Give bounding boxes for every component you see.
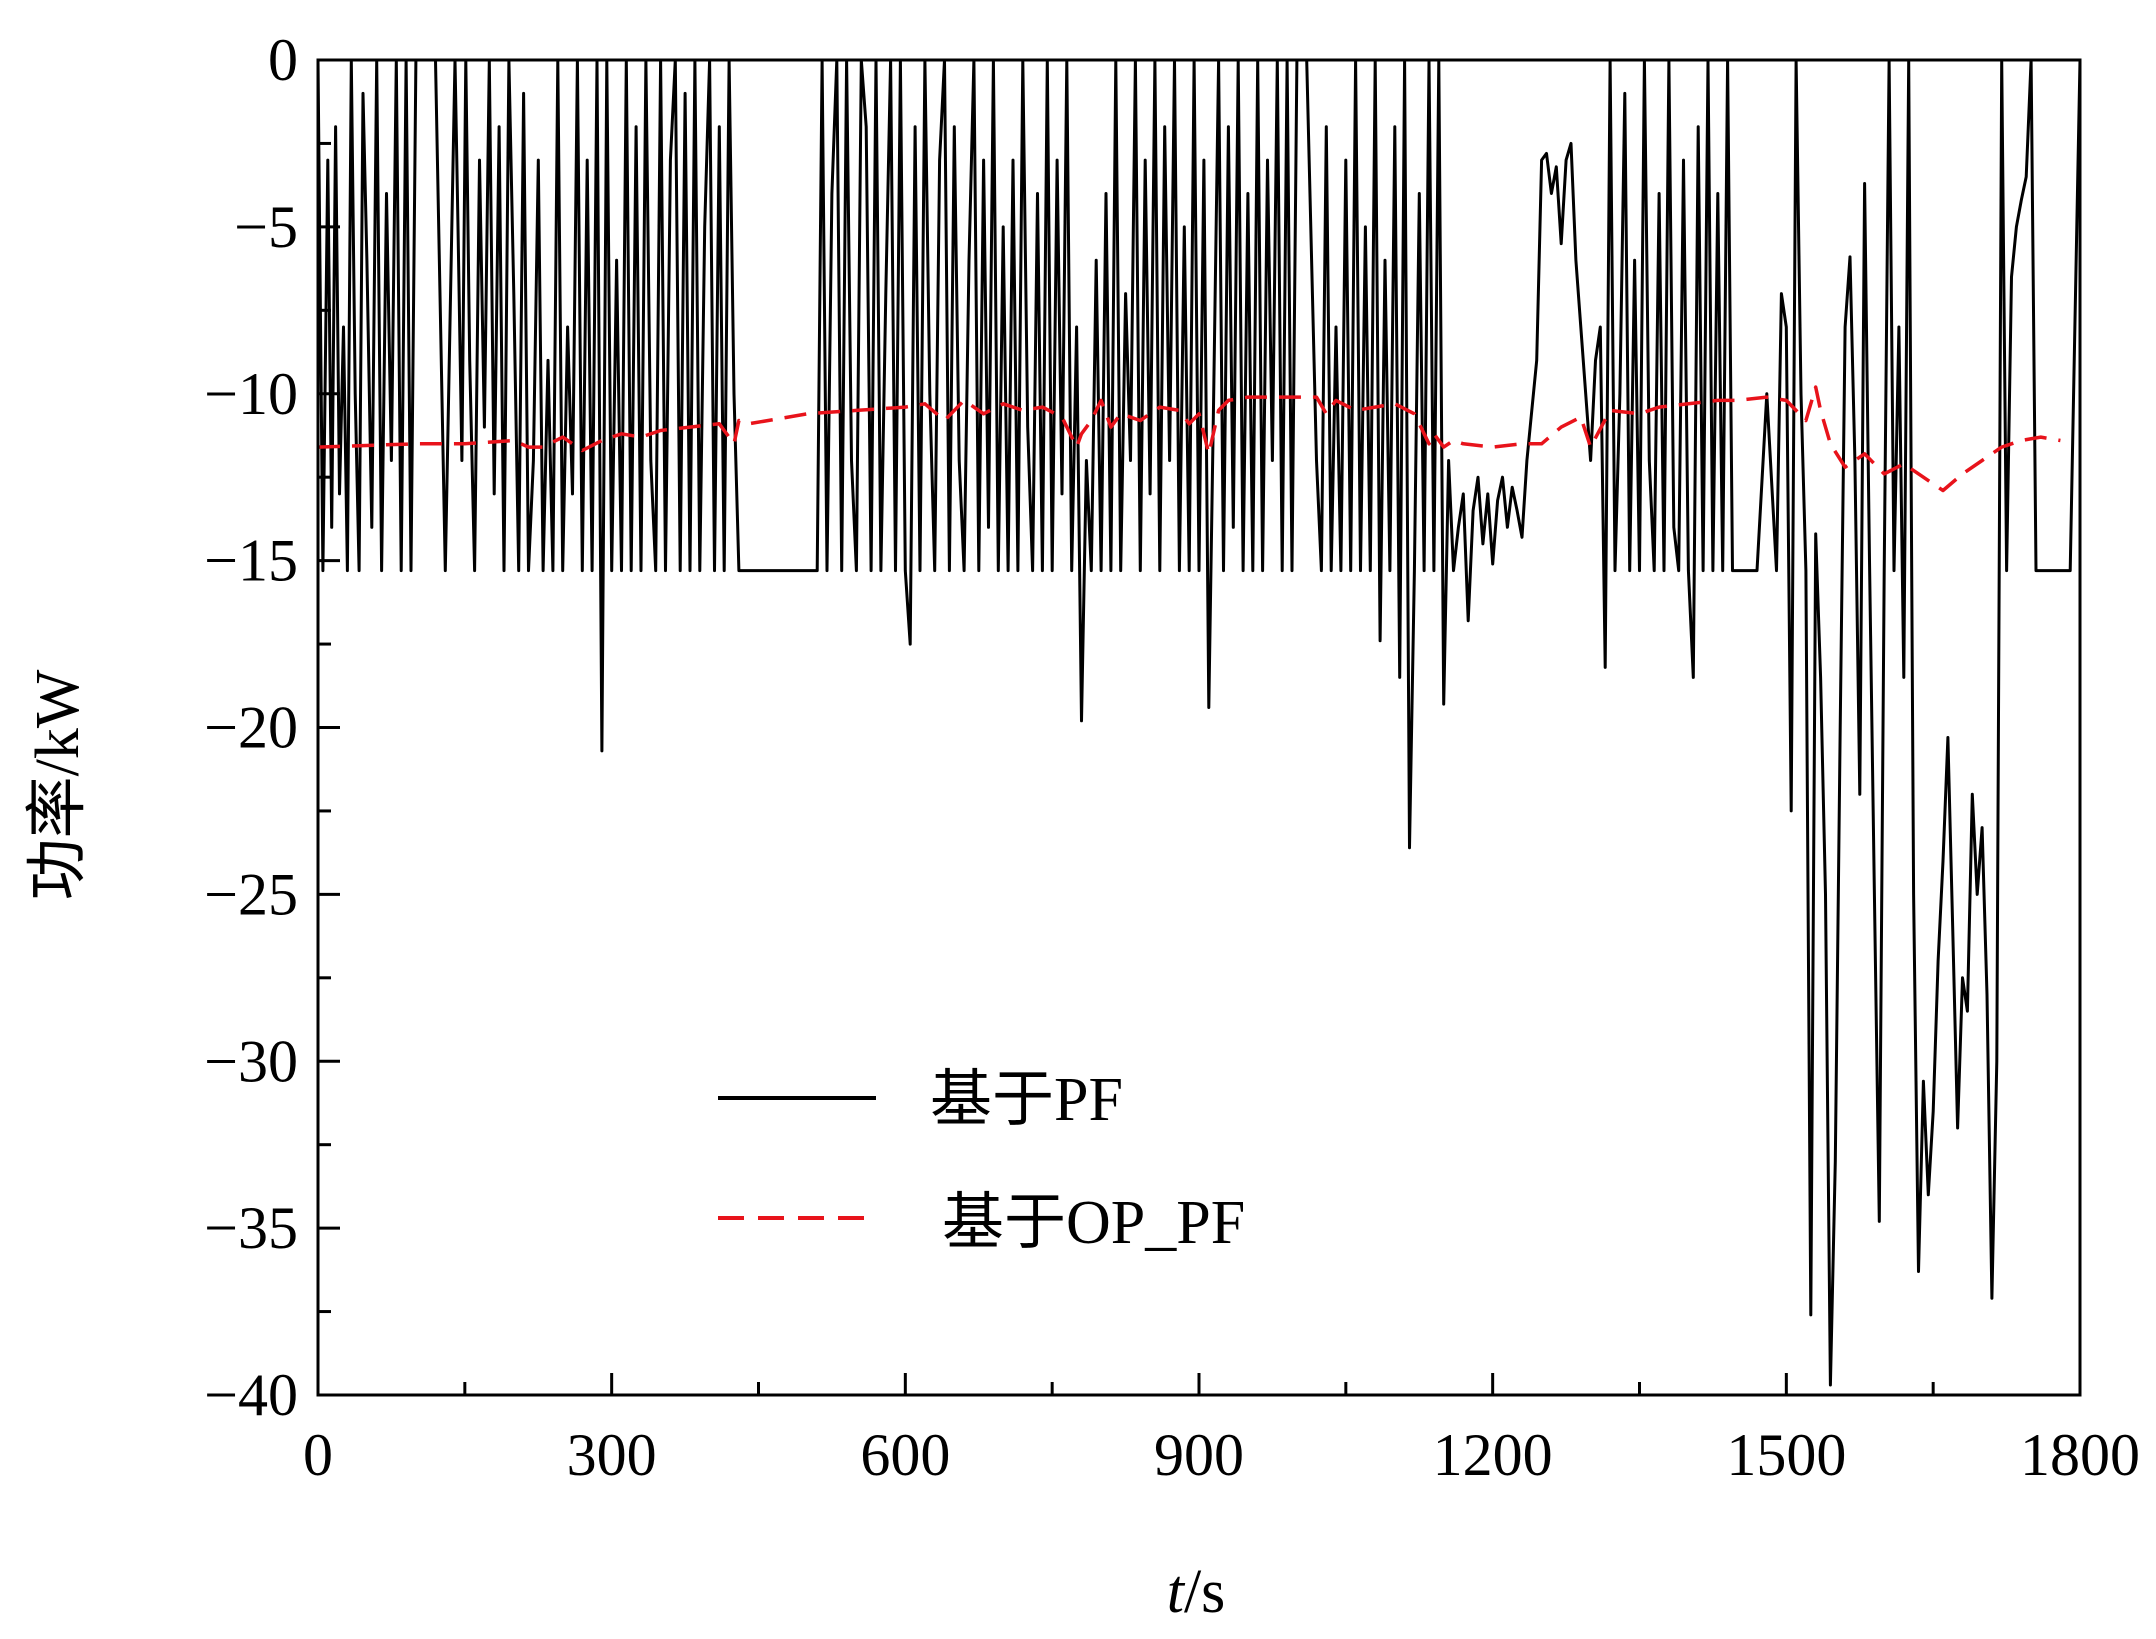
- x-tick-label: 900: [1154, 1422, 1244, 1488]
- y-tick-label: −20: [204, 695, 298, 761]
- y-axis-label: 功率/kW: [24, 669, 92, 900]
- x-axis-label-italic: t: [1167, 1558, 1186, 1626]
- y-tick-label: −15: [204, 528, 298, 594]
- x-tick-label: 1200: [1433, 1422, 1553, 1488]
- legend: 基于PF 基于OP_PF: [718, 1066, 1245, 1257]
- y-tick-label: −5: [234, 194, 298, 260]
- x-tick-label: 1800: [2020, 1422, 2140, 1488]
- y-tick-label: −40: [204, 1362, 298, 1428]
- x-tick-label: 0: [303, 1422, 333, 1488]
- y-tick-label: 0: [268, 27, 298, 93]
- x-tick-label: 1500: [1726, 1422, 1846, 1488]
- y-tick-label: −10: [204, 361, 298, 427]
- x-tick-label: 600: [860, 1422, 950, 1488]
- series-line-0: [316, 58, 2082, 1387]
- plot-frame: [316, 58, 2082, 1397]
- y-tick-label: −35: [204, 1195, 298, 1261]
- legend-label-pf: 基于PF: [930, 1066, 1123, 1134]
- series-line-1: [317, 385, 2061, 493]
- x-axis-label-unit: /s: [1184, 1558, 1225, 1626]
- legend-label-op-pf: 基于OP_PF: [942, 1189, 1245, 1257]
- x-tick-label: 300: [567, 1422, 657, 1488]
- y-tick-label: −30: [204, 1028, 298, 1094]
- tick-labels-layer: 0 300 600 900 1200 1500 1800 0 −5 −10 −15 −20 −25 −30…: [204, 27, 2140, 1488]
- y-tick-label: −25: [204, 861, 298, 927]
- x-axis-label: t/s: [1167, 1558, 1226, 1626]
- series-layer: [316, 58, 2082, 1387]
